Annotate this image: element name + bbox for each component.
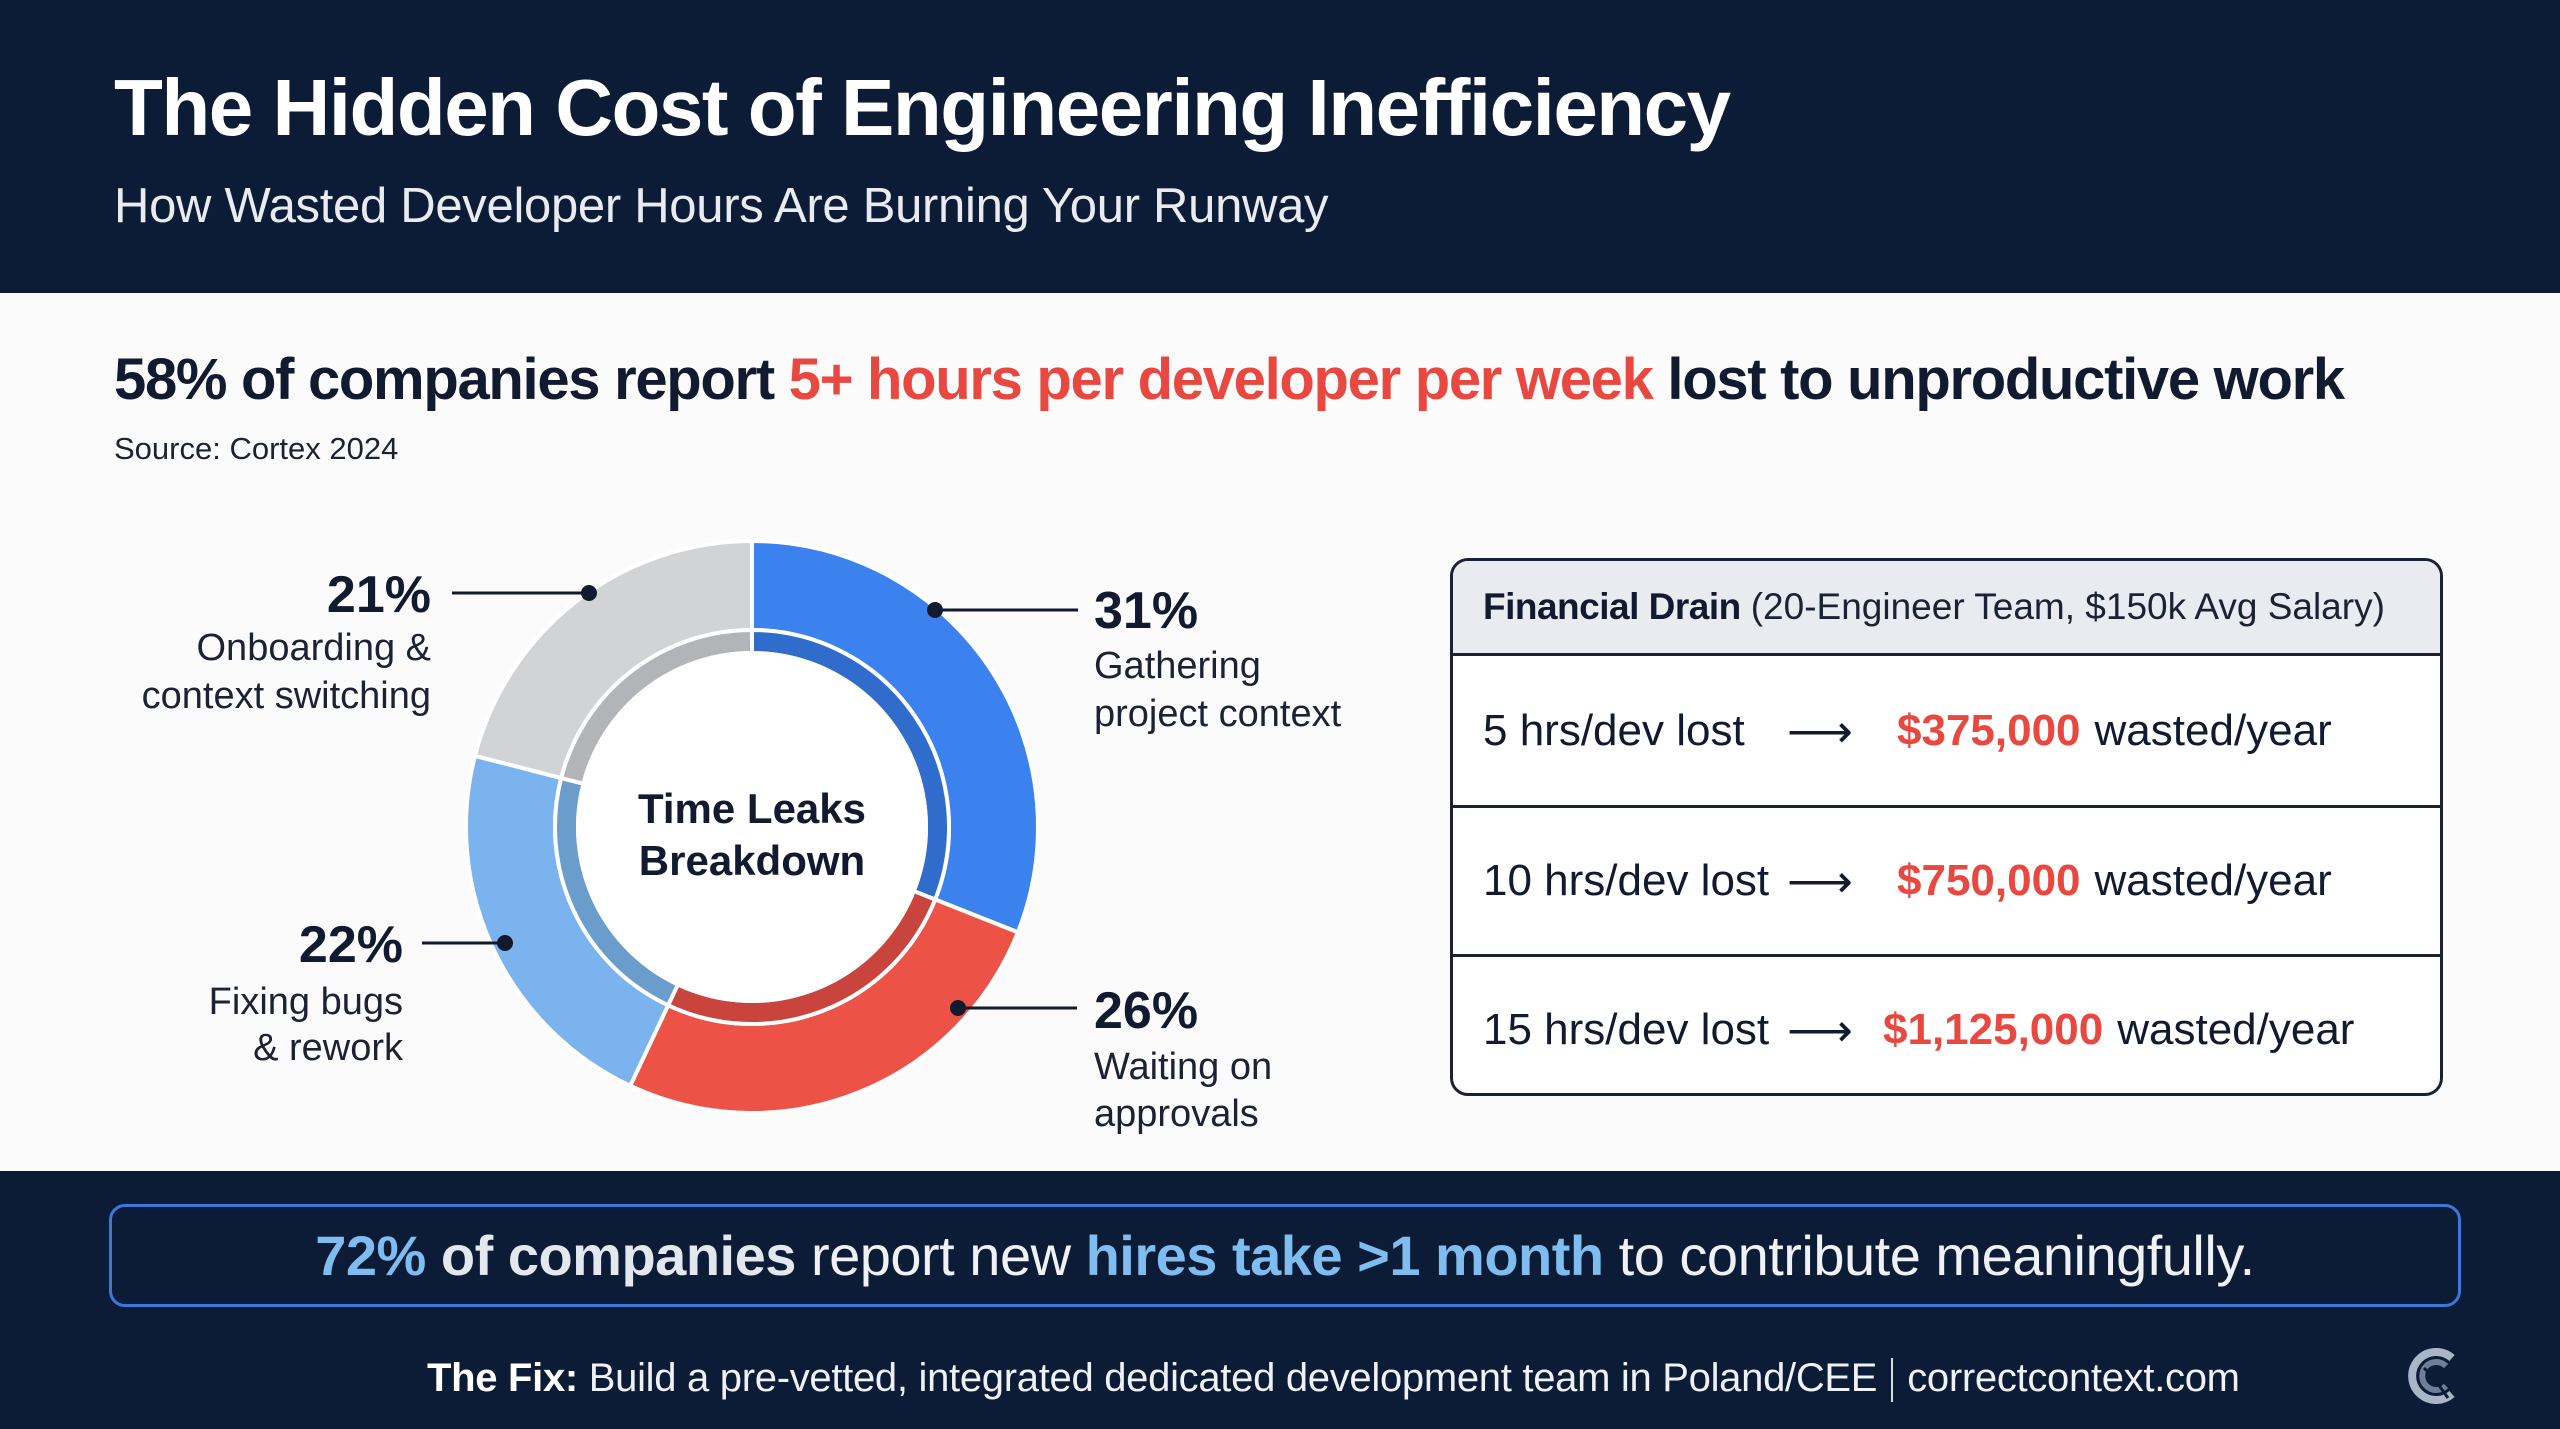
website-link[interactable]: correctcontext.com	[1907, 1356, 2240, 1400]
table-header: Financial Drain (20-Engineer Team, $150k…	[1453, 561, 2440, 656]
slice-category-label: project context	[1094, 693, 1342, 735]
headline-highlight: 5+ hours per developer per week	[788, 347, 1654, 412]
fix-text: Build a pre-vetted, integrated dedicated…	[577, 1356, 1878, 1400]
time-leaks-donut-chart: Time Leaks Breakdown 31% Gathering proje…	[142, 538, 1342, 1135]
wasted-amount: $1,125,000	[1883, 1005, 2104, 1054]
onboarding-stat-callout: 72% of companies report new hires take >…	[109, 1204, 2461, 1307]
callout-text: report new	[795, 1224, 1086, 1287]
callout-highlight: hires take >1 month	[1085, 1224, 1605, 1287]
chart-title-line-1: Time Leaks	[638, 785, 866, 832]
leader-dot-22	[497, 935, 513, 951]
leader-dot-26	[950, 1000, 966, 1016]
slice-value-label: 21%	[327, 566, 431, 624]
slice-category-label: Onboarding &	[197, 627, 432, 669]
donut-hole	[576, 651, 928, 1003]
long-right-arrow-icon: ⟶	[1787, 704, 1853, 757]
header-banner	[0, 0, 2560, 293]
slice-category-label: Fixing bugs	[209, 981, 403, 1023]
slice-value-label: 26%	[1094, 982, 1198, 1040]
slice-value-label: 31%	[1094, 582, 1198, 640]
wasted-suffix: wasted/year	[2094, 856, 2332, 905]
stat-headline: 58% of companies report 5+ hours per dev…	[114, 346, 2345, 413]
slice-value-label: 22%	[299, 916, 403, 974]
slice-category-label: context switching	[142, 675, 431, 717]
divider	[1891, 1358, 1894, 1403]
table-subtitle: (20-Engineer Team, $150k Avg Salary)	[1750, 586, 2385, 627]
hours-lost: 5 hrs/dev lost	[1483, 705, 1745, 755]
source-citation: Source: Cortex 2024	[114, 431, 399, 466]
long-right-arrow-icon: ⟶	[1787, 1004, 1853, 1056]
callout-text-end: to contribute meaningfully.	[1603, 1224, 2256, 1287]
slice-category-label: approvals	[1094, 1093, 1259, 1135]
wasted-amount: $375,000	[1897, 705, 2081, 755]
financial-drain-table: Financial Drain (20-Engineer Team, $150k…	[1450, 558, 2443, 1096]
table-row: 10 hrs/dev lost ⟶ $750,000 wasted/year	[1453, 805, 2440, 954]
wasted-amount: $750,000	[1897, 856, 2081, 905]
table-row: 5 hrs/dev lost ⟶ $375,000 wasted/year	[1453, 656, 2440, 805]
leader-dot-31	[927, 602, 943, 618]
slice-category-label: & rework	[253, 1027, 404, 1069]
slice-category-label: Waiting on	[1094, 1046, 1272, 1088]
chart-title-line-2: Breakdown	[639, 837, 865, 884]
hours-lost: 10 hrs/dev lost	[1483, 856, 1770, 905]
headline-text: 58% of companies report	[114, 347, 789, 412]
wasted-suffix: wasted/year	[2094, 705, 2332, 755]
headline-text-end: lost to unproductive work	[1652, 347, 2345, 412]
table-title: Financial Drain	[1483, 586, 1741, 627]
footer-banner	[0, 1171, 2560, 1429]
long-right-arrow-icon: ⟶	[1787, 855, 1853, 907]
fix-statement: The Fix: Build a pre-vetted, integrated …	[427, 1356, 2240, 1403]
page-title: The Hidden Cost of Engineering Inefficie…	[114, 63, 1731, 152]
hours-lost: 15 hrs/dev lost	[1483, 1005, 1770, 1054]
callout-stat: 72%	[315, 1224, 426, 1287]
slice-category-label: Gathering	[1094, 645, 1261, 687]
leader-dot-21	[581, 585, 597, 601]
callout-bold: of companies	[425, 1224, 796, 1287]
wasted-suffix: wasted/year	[2117, 1005, 2355, 1054]
page-subtitle: How Wasted Developer Hours Are Burning Y…	[114, 179, 1329, 233]
correctcontext-logo-icon	[2408, 1348, 2455, 1404]
table-row: 15 hrs/dev lost ⟶ $1,125,000 wasted/year	[1453, 954, 2440, 1093]
fix-label: The Fix:	[427, 1356, 578, 1400]
